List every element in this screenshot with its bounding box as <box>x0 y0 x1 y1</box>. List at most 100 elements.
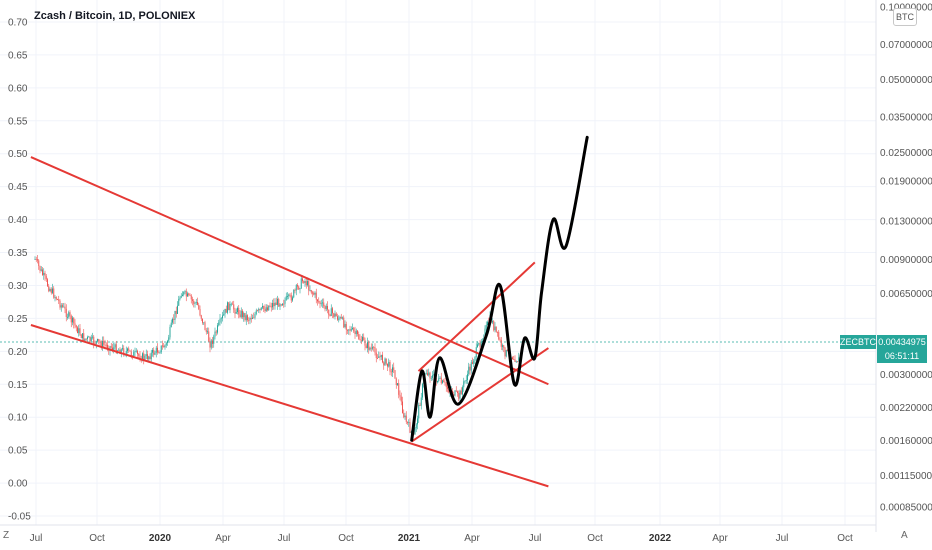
candle-body <box>400 396 402 402</box>
candle-body <box>125 351 127 355</box>
candle-body <box>128 348 130 351</box>
candle-body <box>187 293 188 297</box>
bar-countdown: 06:51:11 <box>884 351 920 361</box>
candle-body <box>105 344 107 346</box>
candle-body <box>144 355 146 360</box>
candle-body <box>487 322 488 325</box>
right-tick-label: 0.03500000 <box>880 113 932 124</box>
candle-body <box>70 315 72 323</box>
candle-body <box>437 380 438 383</box>
candle-body <box>184 291 186 292</box>
candle-body <box>292 297 293 301</box>
candle-body <box>198 304 200 309</box>
left-price-axis[interactable]: 0.70 0.65 0.60 0.55 0.50 0.45 0.40 0.35 0.30 0.25… <box>8 18 31 523</box>
candle-body <box>193 300 195 304</box>
candle-body <box>438 378 440 381</box>
candle-body <box>280 304 282 306</box>
candle-body <box>145 354 147 356</box>
corner-right-label[interactable]: A <box>901 530 908 541</box>
candle-body <box>68 312 70 317</box>
candle-body <box>462 387 463 395</box>
trendline[interactable] <box>30 324 549 488</box>
candle-body <box>399 394 401 397</box>
candle-body <box>375 352 377 358</box>
candle-body <box>204 322 206 331</box>
currency-button[interactable]: BTC <box>893 8 917 26</box>
candle-body <box>49 288 51 292</box>
candle-body <box>420 397 422 406</box>
left-tick-label: 0.40 <box>8 215 28 226</box>
candle-body <box>430 377 432 379</box>
candle-body <box>238 307 240 315</box>
trendline[interactable] <box>30 156 549 386</box>
candle-body <box>425 373 427 375</box>
candle-body <box>209 341 211 348</box>
trendlines[interactable] <box>30 156 549 488</box>
candle-body <box>263 306 265 309</box>
candle-body <box>507 350 508 351</box>
candle-body <box>387 363 388 367</box>
candle-body <box>59 300 61 308</box>
candle-body <box>327 305 328 310</box>
right-tick-label: 0.00160000 <box>880 436 932 447</box>
candle-body <box>307 281 308 286</box>
candle-body <box>354 331 356 335</box>
candle-body <box>257 310 258 312</box>
trendline[interactable] <box>411 347 549 443</box>
left-tick-label: 0.05 <box>8 446 28 457</box>
candle-body <box>173 318 175 320</box>
candle-body <box>218 322 220 326</box>
candle-body <box>504 347 506 357</box>
candle-body <box>293 289 295 298</box>
candle-body <box>57 299 58 301</box>
candle-body <box>269 305 271 307</box>
candle-body <box>182 294 183 297</box>
candle-body <box>259 309 261 310</box>
candle-body <box>43 272 45 275</box>
candle-body <box>385 358 387 364</box>
candle-body <box>378 356 380 358</box>
trendline[interactable] <box>417 261 536 372</box>
candle-body <box>338 318 340 320</box>
candle-body <box>138 354 140 356</box>
candle-body <box>344 324 346 328</box>
candle-body <box>53 288 55 298</box>
candle-body <box>419 404 421 406</box>
candle-body <box>109 346 111 351</box>
candle-body <box>379 356 381 358</box>
projected-path-drawing[interactable] <box>410 135 589 442</box>
candle-body <box>88 336 90 338</box>
candle-body <box>445 383 447 388</box>
candle-body <box>250 318 252 319</box>
right-tick-label: 0.00900000 <box>880 255 932 266</box>
candle-body <box>479 343 481 348</box>
candle-body <box>80 334 82 339</box>
candle-body <box>185 291 187 297</box>
candle-body <box>150 352 152 360</box>
candle-body <box>512 357 513 360</box>
candle-body <box>270 306 272 308</box>
candle-body <box>388 361 390 367</box>
time-axis[interactable]: Jul Oct 2020 Apr Jul Oct 2021 Apr Jul Oct 2022 Apr J… <box>30 533 853 544</box>
right-price-axis[interactable]: 0.100000000.070000000.050000000.03500000… <box>880 3 932 514</box>
candle-body <box>398 383 400 395</box>
candle-body <box>87 337 88 340</box>
candle-body <box>213 336 215 344</box>
candle-body <box>377 357 378 359</box>
time-tick-label: Oct <box>587 533 603 544</box>
left-tick-label: 0.65 <box>8 50 28 61</box>
candle-body <box>258 309 260 311</box>
corner-left-label[interactable]: Z <box>3 530 10 541</box>
candle-body <box>463 381 465 388</box>
candle-body <box>137 350 138 355</box>
candle-body <box>212 340 213 344</box>
candle-body <box>470 362 472 371</box>
candle-body <box>199 308 201 316</box>
candle-body <box>189 294 191 296</box>
candle-body <box>47 279 48 287</box>
candle-body <box>364 340 366 346</box>
candle-body <box>77 327 78 334</box>
candle-body <box>72 317 73 323</box>
candle-body <box>282 303 283 306</box>
